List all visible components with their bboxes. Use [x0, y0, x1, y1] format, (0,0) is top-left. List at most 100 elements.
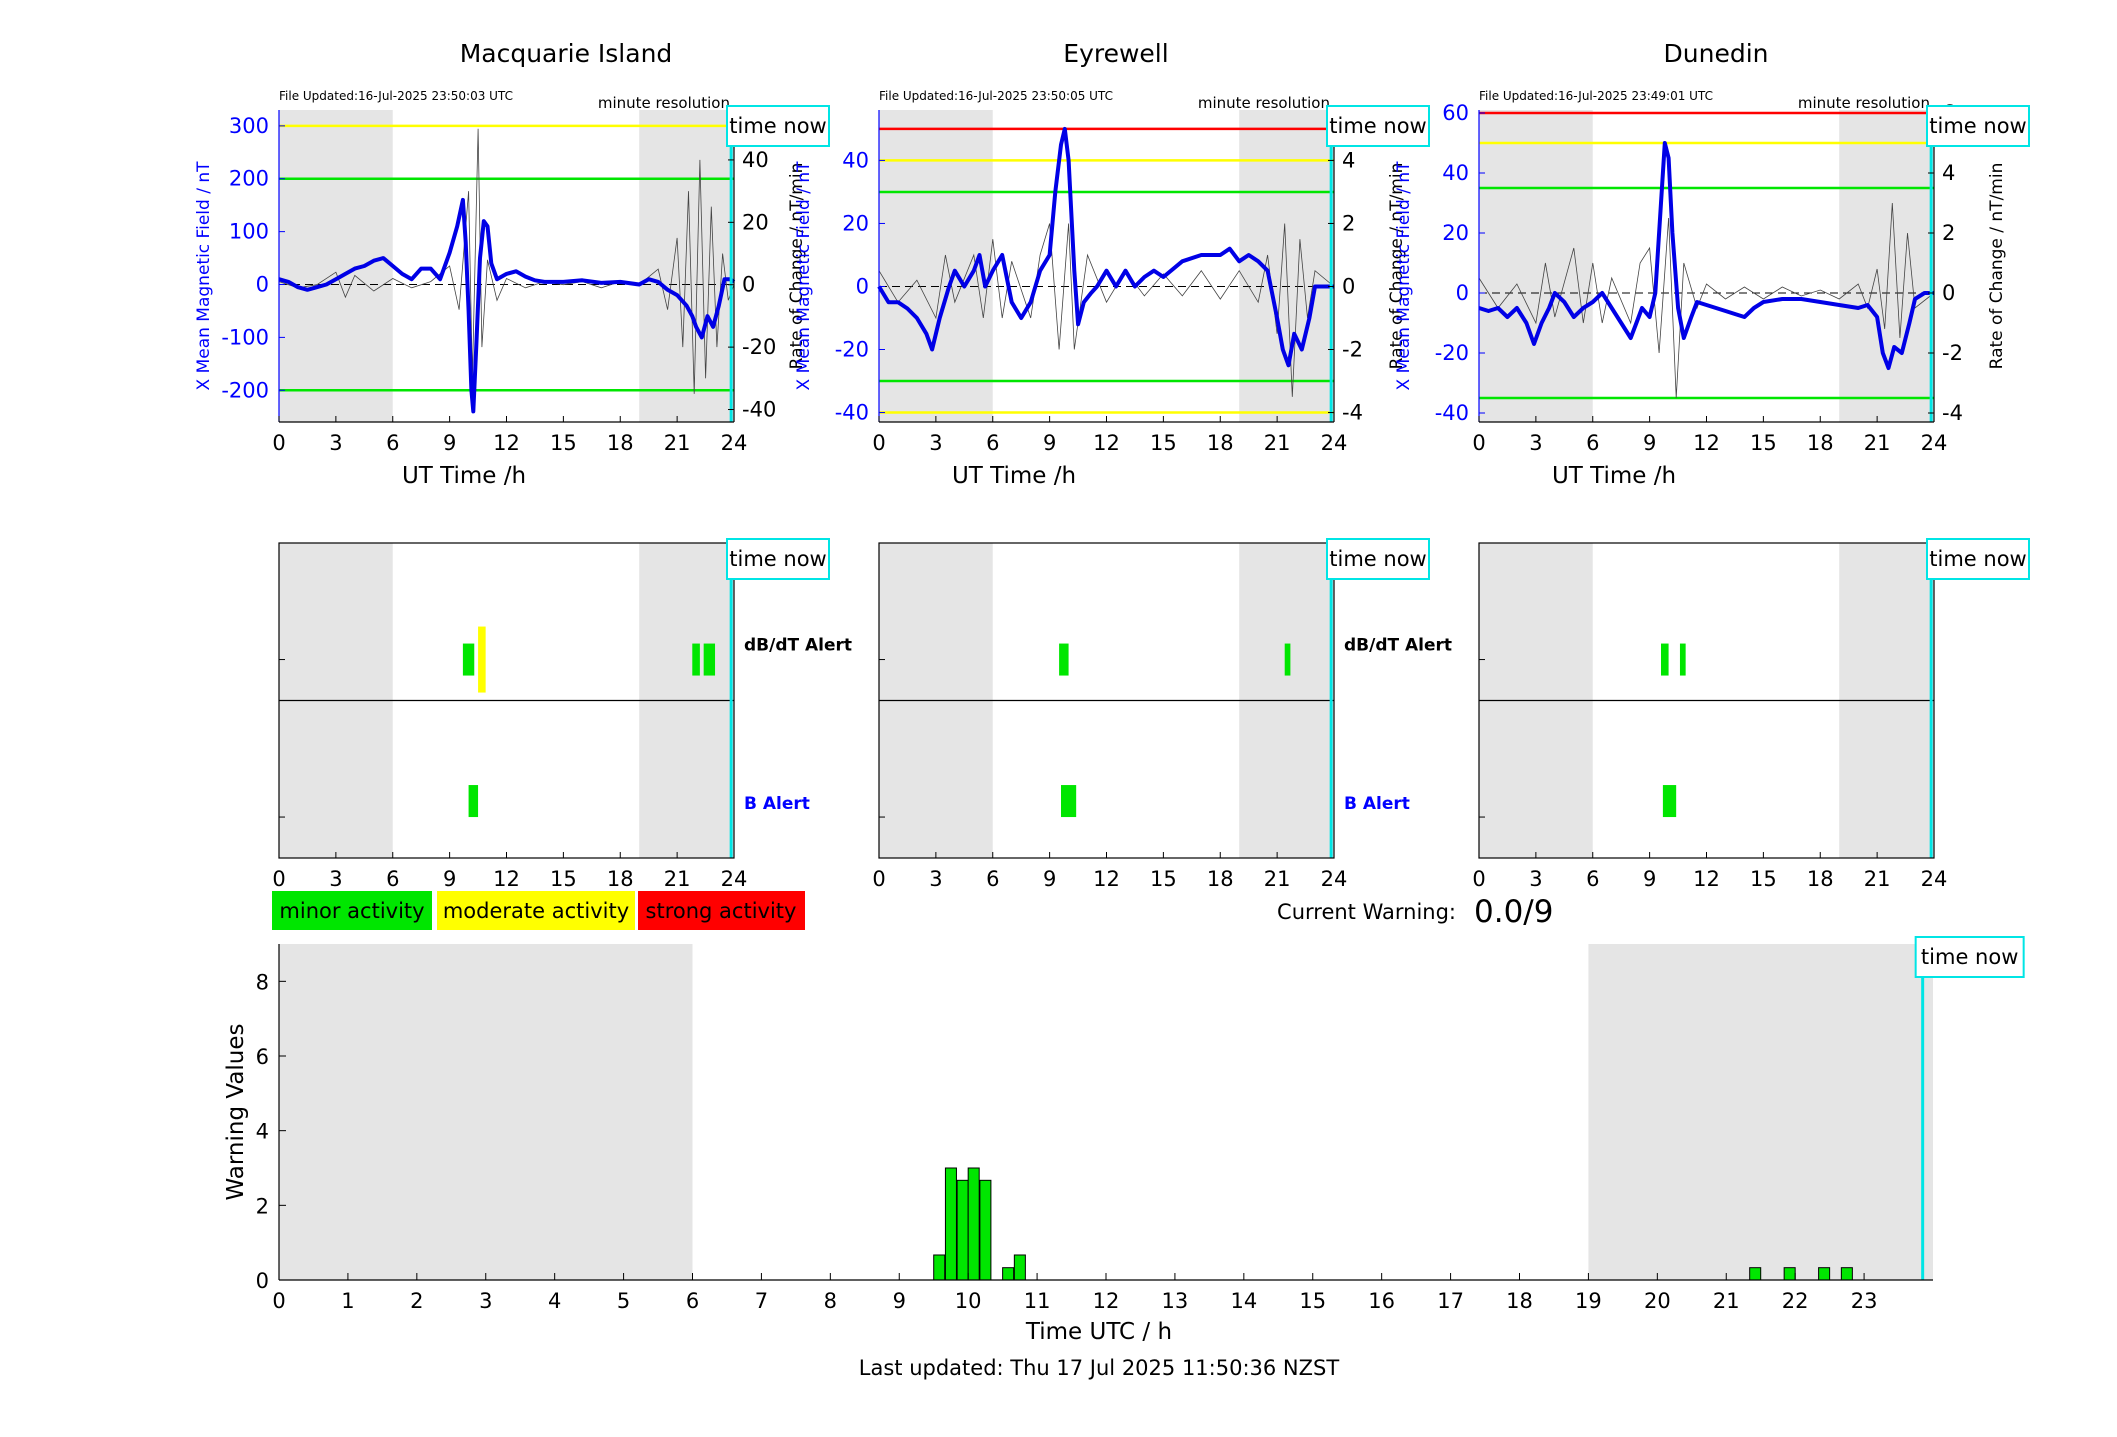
- y2-tick-label: 0: [1942, 281, 1955, 305]
- x-axis-label: UT Time /h: [1552, 463, 1676, 489]
- x-tick-label: 21: [1864, 431, 1891, 455]
- x-tick-label: 3: [1529, 431, 1542, 455]
- legend-moderate-swatch: [437, 891, 635, 930]
- x-tick-label: 18: [1807, 431, 1834, 455]
- x-tick-label: 23: [1851, 1289, 1878, 1313]
- x-tick-label: 9: [443, 867, 456, 891]
- y-tick-label: 4: [256, 1120, 269, 1144]
- night-shade-0: [1479, 110, 1593, 422]
- x-tick-label: 13: [1162, 1289, 1189, 1313]
- x-tick-label: 17: [1437, 1289, 1464, 1313]
- x-axis-label: Time UTC / h: [1025, 1319, 1172, 1345]
- minute-resolution-label: minute resolution: [1798, 94, 1930, 112]
- x-tick-label: 9: [1043, 431, 1056, 455]
- time-now-label-alert: time now: [1929, 547, 2026, 571]
- y-tick-label: 60: [1442, 101, 1469, 125]
- x-tick-label: 21: [664, 431, 691, 455]
- warning-bar: [1783, 1267, 1796, 1281]
- dbdt-alert-label: dB/dT Alert: [744, 636, 852, 656]
- y-axis-label: X Mean Magnetic Field / nT: [1394, 161, 1414, 391]
- y-tick-label: 0: [256, 1269, 269, 1293]
- y2-axis-label: Rate of Change / nT/min: [787, 163, 807, 370]
- x-tick-label: 6: [386, 867, 399, 891]
- y-tick-label: -20: [1435, 341, 1469, 365]
- x-tick-label: 3: [479, 1289, 492, 1313]
- x-tick-label: 9: [1043, 867, 1056, 891]
- warning-bar: [1013, 1254, 1026, 1281]
- dbdt-alert-bar: [1059, 643, 1069, 676]
- time-now-box-alert: [726, 538, 830, 580]
- x-tick-label: 12: [1093, 867, 1120, 891]
- y-tick-label: 6: [256, 1045, 269, 1069]
- x-tick-label: 24: [1321, 867, 1348, 891]
- legend-strong-swatch: [638, 891, 805, 930]
- dbdt-alert-label: dB/dT Alert: [1344, 636, 1452, 656]
- file-updated-text: File Updated:16-Jul-2025 23:50:05 UTC: [879, 89, 1113, 103]
- x-tick-label: 15: [1150, 867, 1177, 891]
- y2-tick-label: 2: [1342, 211, 1355, 235]
- last-updated-text: Last updated: Thu 17 Jul 2025 11:50:36 N…: [859, 1356, 1340, 1380]
- y-tick-label: -40: [1435, 401, 1469, 425]
- y-tick-label: 20: [1442, 221, 1469, 245]
- x-tick-label: 21: [1264, 431, 1291, 455]
- x-tick-label: 1: [341, 1289, 354, 1313]
- minute-resolution-label: minute resolution: [598, 94, 730, 112]
- night-shade-1: [1839, 110, 1934, 422]
- y2-tick-label: 20: [742, 210, 769, 234]
- x-tick-label: 15: [550, 867, 577, 891]
- y-axis-label: X Mean Magnetic Field / nT: [194, 161, 214, 391]
- warning-bar: [944, 1167, 957, 1281]
- x-tick-label: 12: [493, 431, 520, 455]
- x-tick-label: 9: [1643, 431, 1656, 455]
- x-tick-label: 24: [1921, 431, 1948, 455]
- y2-tick-label: 40: [742, 148, 769, 172]
- x-tick-label: 6: [1586, 867, 1599, 891]
- charts-layer: Macquarie Island File Updated:16-Jul-2025…: [194, 39, 2030, 1345]
- y2-tick-label: 4: [1942, 161, 1955, 185]
- x-tick-label: 10: [955, 1289, 982, 1313]
- y2-tick-label: -4: [1942, 401, 1963, 425]
- y-tick-label: 8: [256, 970, 269, 994]
- x-tick-label: 11: [1024, 1289, 1051, 1313]
- time-now-label-alert: time now: [1329, 547, 1426, 571]
- rate-of-change-series: [278, 128, 735, 394]
- x-tick-label: 21: [664, 867, 691, 891]
- b-alert-label: B Alert: [744, 794, 810, 814]
- warning-bar: [967, 1167, 980, 1281]
- current-warning-value: 0.0/9: [1474, 894, 1553, 930]
- y-tick-label: 0: [256, 273, 269, 297]
- legend-minor-swatch: [272, 891, 432, 930]
- time-now-label: time now: [1921, 945, 2018, 969]
- x-tick-label: 9: [1643, 867, 1656, 891]
- x-tick-label: 24: [1921, 867, 1948, 891]
- b-alert-bar: [468, 785, 479, 818]
- rate-of-change-series: [878, 223, 1335, 397]
- dbdt-alert-bar: [1284, 643, 1291, 676]
- file-updated-text: File Updated:16-Jul-2025 23:49:01 UTC: [1479, 89, 1713, 103]
- y2-tick-label: 0: [1342, 274, 1355, 298]
- minute-resolution-label: minute resolution: [1198, 94, 1330, 112]
- activity-legend: minor activity moderate activity strong …: [272, 891, 805, 930]
- b-alert-bar: [1061, 785, 1077, 818]
- mean-field-series: [877, 126, 1334, 368]
- x-tick-label: 3: [329, 867, 342, 891]
- x-tick-label: 0: [272, 1289, 285, 1313]
- y2-tick-label: 4: [1342, 148, 1355, 172]
- time-now-label-top: time now: [1929, 114, 2026, 138]
- x-tick-label: 6: [1586, 431, 1599, 455]
- x-tick-label: 15: [1299, 1289, 1326, 1313]
- warning-bar: [1840, 1267, 1853, 1281]
- night-shade-1: [1588, 944, 1933, 1280]
- x-tick-label: 15: [1150, 431, 1177, 455]
- x-axis-label: UT Time /h: [402, 463, 526, 489]
- x-tick-label: 3: [929, 867, 942, 891]
- x-tick-label: 6: [386, 431, 399, 455]
- x-tick-label: 24: [1321, 431, 1348, 455]
- x-tick-label: 4: [548, 1289, 561, 1313]
- y-tick-label: 2: [256, 1194, 269, 1218]
- night-shade-1: [639, 110, 734, 422]
- x-tick-label: 19: [1575, 1289, 1602, 1313]
- x-tick-label: 22: [1782, 1289, 1809, 1313]
- time-now-label-alert: time now: [729, 547, 826, 571]
